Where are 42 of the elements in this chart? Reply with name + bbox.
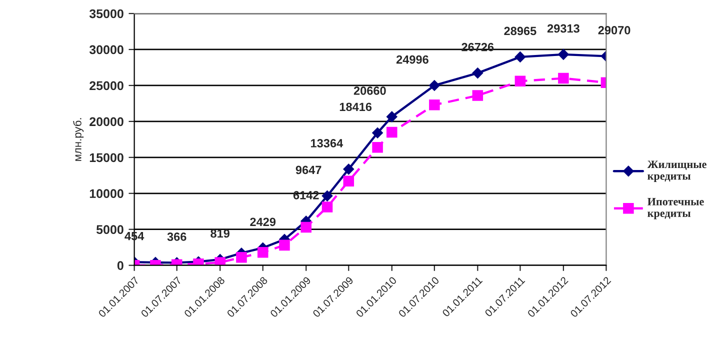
point (372, 127, 383, 138)
y-tick-label: 10000 (90, 189, 124, 198)
point (428, 80, 440, 91)
point (558, 49, 569, 60)
y-tick-label: 5000 (96, 225, 124, 234)
data-label: 24996 (396, 55, 428, 64)
data-label: 28965 (504, 26, 536, 36)
data-label: 29313 (547, 24, 580, 33)
point (472, 68, 484, 78)
point (386, 126, 398, 138)
point (514, 52, 526, 62)
data-label: 20660 (354, 86, 386, 95)
y-tick-label: 20000 (90, 117, 124, 126)
point (322, 202, 333, 212)
data-label: 2429 (250, 218, 276, 226)
data-label: 366 (167, 232, 186, 241)
y-tick-label: 30000 (89, 45, 124, 54)
legend-label: Жилищные кредиты (647, 160, 706, 182)
y-tick-label: 15000 (90, 153, 124, 162)
point (343, 164, 354, 175)
point (300, 222, 312, 233)
data-label: 9647 (296, 166, 322, 174)
y-tick-label: 35000 (89, 9, 124, 18)
point (257, 247, 268, 258)
y-tick-label: 0 (117, 261, 124, 270)
y-axis-title: млн.руб. (73, 118, 84, 161)
y-tick-label: 25000 (90, 81, 124, 90)
point (386, 111, 398, 122)
point (558, 72, 569, 84)
point (472, 90, 484, 101)
point (343, 176, 354, 187)
point (372, 142, 383, 153)
point (514, 76, 526, 87)
data-label: 13364 (311, 139, 344, 148)
point (429, 100, 440, 110)
point (322, 190, 333, 202)
legend-label: Ипотечные кредиты (648, 198, 704, 220)
data-label: 819 (210, 229, 230, 238)
data-label: 18416 (340, 102, 372, 112)
point (236, 252, 247, 263)
point (279, 240, 290, 251)
point (214, 257, 226, 266)
